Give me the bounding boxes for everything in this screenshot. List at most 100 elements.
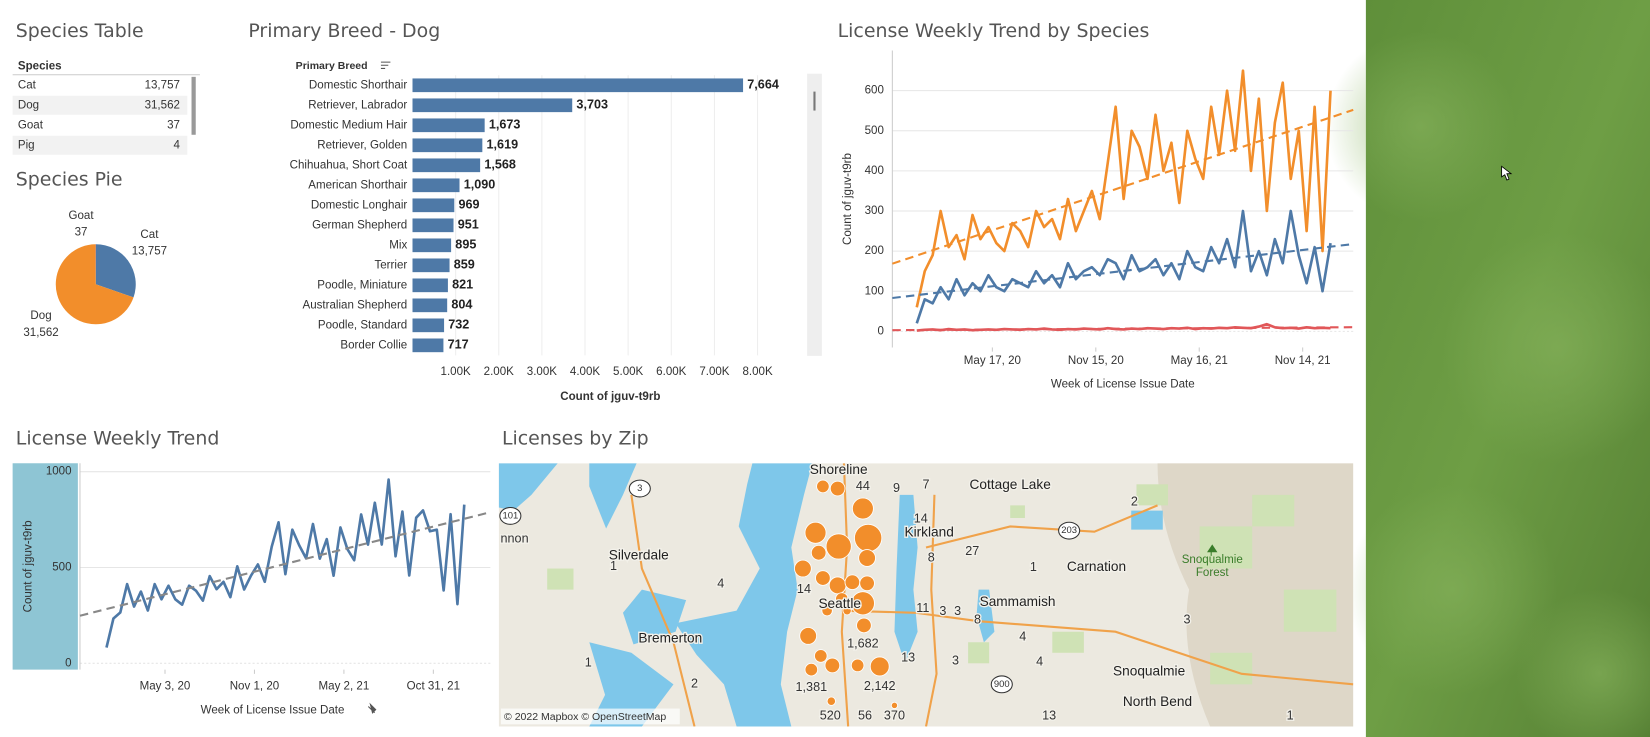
y-tick-label: Chihuahua, Short Coat — [290, 159, 408, 171]
bar — [412, 78, 744, 93]
map-label: 11 — [916, 601, 929, 615]
y-tick-label: Poodle, Miniature — [317, 279, 407, 291]
y-tick-label: Mix — [389, 239, 407, 251]
pie-slice — [95, 244, 136, 298]
x-tick-label: May 17, 20 — [964, 355, 1021, 367]
y-tick-label: Domestic Longhair — [311, 199, 408, 211]
sort-icon[interactable] — [380, 61, 391, 69]
value-label: 1,619 — [487, 138, 519, 152]
scrollbar-track — [807, 73, 822, 356]
texture — [1325, 31, 1650, 737]
x-tick-label: Nov 1, 20 — [230, 681, 279, 693]
parks — [547, 484, 1337, 685]
y-tick-label: 0 — [65, 657, 71, 669]
bar — [412, 98, 573, 113]
map-label: 8 — [928, 550, 935, 564]
y-tick-label: 200 — [865, 245, 884, 257]
pie-value-label: 13,757 — [132, 246, 167, 258]
map-label: Carnation — [1067, 559, 1126, 574]
map-label: 1,682 — [847, 637, 879, 651]
map-label: 2,142 — [864, 679, 896, 693]
map-label: 14 — [797, 582, 811, 596]
y-tick-label: 500 — [52, 562, 71, 574]
map-label: 9 — [893, 481, 900, 495]
value-label: 804 — [451, 298, 472, 312]
y-tick-label: German Shepherd — [312, 219, 407, 231]
x-tick-label: 5.00K — [613, 366, 643, 378]
map-label: 1 — [585, 656, 592, 670]
map-label: 14 — [914, 511, 928, 525]
bar — [412, 258, 450, 273]
y-tick-label: American Shorthair — [308, 179, 407, 191]
trend-line — [79, 511, 491, 617]
map-label: 56 — [858, 708, 872, 722]
line-title: License Weekly Trend by Species — [838, 20, 1150, 42]
pie-value-label: 31,562 — [23, 327, 58, 339]
map-label: 1 — [1030, 560, 1037, 574]
cursor — [1501, 165, 1513, 181]
x-tick-label: 8.00K — [742, 366, 772, 378]
value-label: 1,568 — [484, 158, 516, 172]
map-label: North Bend — [1123, 694, 1192, 709]
value-label: 969 — [459, 198, 480, 212]
map-label: Sammamish — [980, 594, 1056, 609]
y-tick-label: Domestic Shorthair — [309, 79, 407, 91]
cell: 31,562 — [145, 99, 180, 111]
map-label: 1 — [1287, 708, 1294, 722]
road-shield-label: 101 — [502, 510, 518, 521]
scrollbar[interactable] — [191, 76, 196, 135]
table-header: Species — [18, 60, 62, 72]
x-tick-label: May 16, 21 — [1171, 355, 1228, 367]
map-label: Snoqualmie — [1113, 663, 1185, 678]
y-tick-label: Terrier — [374, 259, 407, 271]
x-axis-title: Week of License Issue Date — [201, 705, 345, 717]
y-tick-label: 400 — [865, 165, 884, 177]
row-band — [12, 135, 188, 155]
x-tick-label: Oct 31, 21 — [407, 681, 460, 693]
attribution-bg — [500, 708, 680, 725]
x-tick-label: 3.00K — [527, 366, 557, 378]
map-label: 8 — [974, 612, 981, 626]
cell: 37 — [167, 119, 180, 131]
map-label: 4 — [1036, 655, 1043, 669]
value-label: 7,664 — [747, 78, 779, 92]
axis-highlight — [12, 463, 78, 670]
bar — [412, 278, 448, 293]
cell: Dog — [18, 99, 39, 111]
pie-label: Goat — [68, 210, 94, 222]
x-axis-title: Count of jguv-t9rb — [560, 391, 660, 403]
bar — [412, 238, 452, 253]
scrollbar[interactable] — [813, 91, 816, 111]
pin-icon[interactable] — [367, 702, 377, 714]
y-tick-label: 500 — [865, 125, 884, 137]
y-tick-label: Poodle, Standard — [318, 319, 407, 331]
map-label: 44 — [856, 479, 870, 493]
x-tick-label: 1.00K — [441, 366, 471, 378]
x-tick-label: Nov 14, 21 — [1275, 355, 1331, 367]
x-tick-label: May 3, 20 — [140, 681, 191, 693]
road-shield-label: 3 — [637, 483, 642, 494]
map-label: 1,381 — [796, 680, 828, 694]
map-label: 13 — [1042, 708, 1056, 722]
map-label: 3 — [1183, 612, 1190, 626]
value-label: 1,090 — [464, 178, 496, 192]
x-axis-title: Week of License Issue Date — [1051, 378, 1195, 390]
trend-line — [892, 242, 1354, 300]
attribution: © 2022 Mapbox © OpenStreetMap — [504, 711, 666, 723]
x-tick-label: 4.00K — [570, 366, 600, 378]
bar — [412, 178, 460, 193]
map[interactable]: © 2022 Mapbox © OpenStreetMap Shoreline 4… — [498, 462, 1354, 727]
value-label: 859 — [454, 258, 475, 272]
bar-title: Primary Breed - Dog — [248, 20, 440, 42]
value-label: 895 — [455, 238, 476, 252]
value-label: 3,703 — [576, 98, 608, 112]
value-label: 732 — [448, 318, 469, 332]
value-label: 717 — [448, 338, 469, 352]
bubbles — [794, 479, 899, 709]
map-label: Forest — [1196, 567, 1230, 579]
x-tick-label: 7.00K — [699, 366, 729, 378]
map-label: 3 — [954, 604, 961, 618]
line — [915, 69, 1332, 308]
map-label: 4 — [1019, 629, 1026, 643]
cell: Cat — [18, 79, 37, 91]
